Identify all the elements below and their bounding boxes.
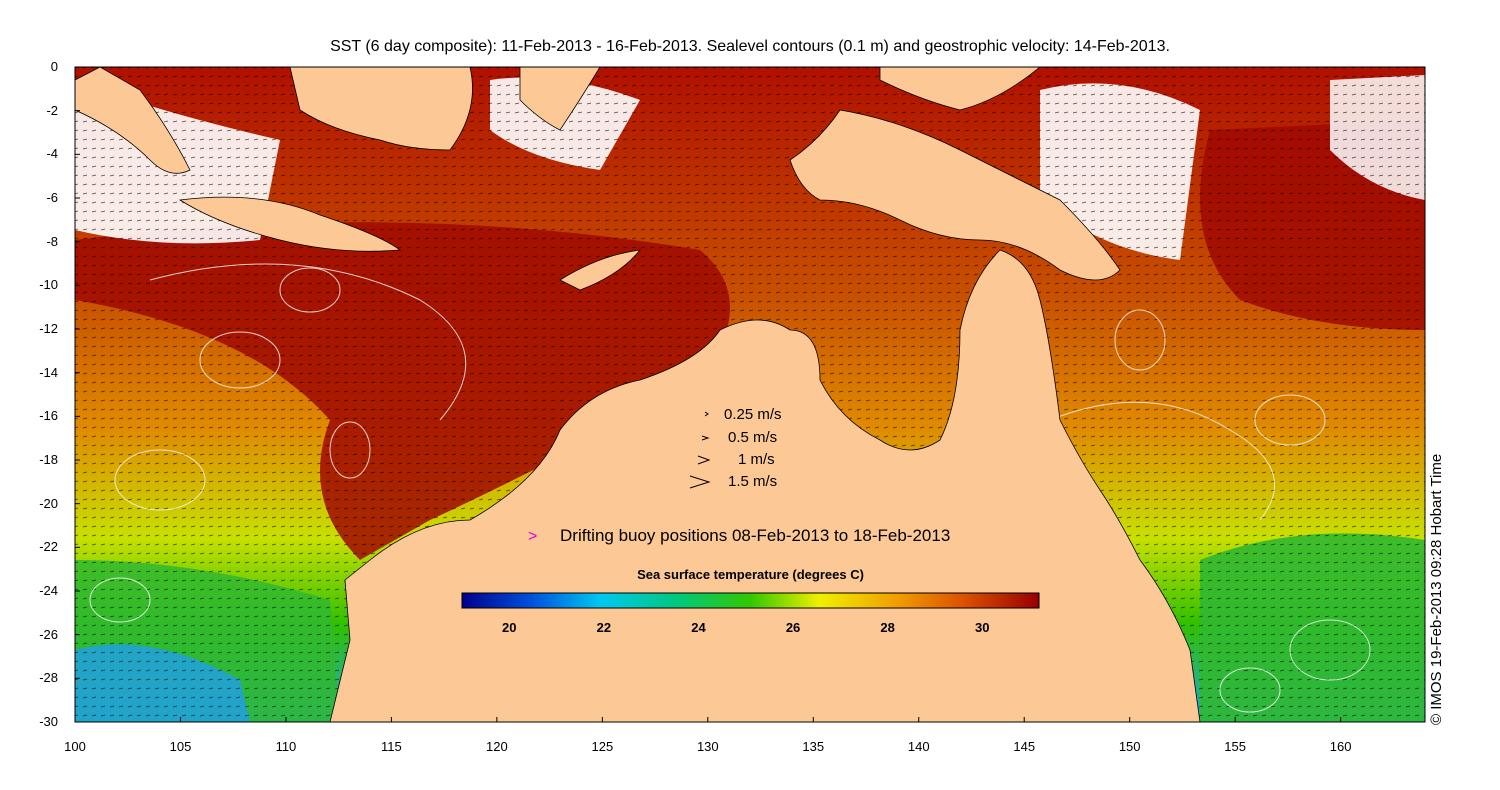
colorbar-tick-label: 30 — [975, 620, 990, 635]
velocity-legend-label: 1 m/s — [738, 451, 775, 468]
northern-island-land — [879, 67, 1041, 111]
buoy-marker-icon: > — [528, 528, 538, 545]
java-land — [178, 196, 402, 252]
latitude-tick-label: -2 — [46, 102, 58, 118]
sst-colorbar — [461, 592, 1040, 609]
velocity-legend-label: 0.25 m/s — [724, 406, 782, 423]
timor-land — [559, 249, 641, 291]
latitude-tick-label: -28 — [39, 670, 58, 686]
longitude-tick-label: 100 — [64, 739, 86, 754]
latitude-tick-label: -26 — [39, 626, 58, 642]
longitude-tick-label: 130 — [696, 739, 719, 754]
axis-tick-marks — [74, 66, 1342, 723]
colorbar-tick-label: 24 — [691, 620, 706, 635]
longitude-tick-label: 135 — [802, 739, 825, 754]
sulawesi-land — [519, 67, 601, 131]
sumatra-land — [75, 67, 191, 174]
new-guinea-land — [789, 109, 1121, 281]
map-frame — [74, 66, 1426, 723]
map-area — [75, 67, 1425, 722]
latitude-tick-label: -6 — [46, 190, 58, 205]
sealevel-contours — [89, 263, 1371, 713]
map-title: SST (6 day composite): 11-Feb-2013 - 16-… — [330, 38, 1170, 55]
latitude-tick-label: -14 — [39, 364, 58, 380]
velocity-legend-label: 0.5 m/s — [728, 429, 778, 446]
latitude-tick-label: -4 — [46, 146, 58, 162]
longitude-tick-label: 160 — [1329, 739, 1352, 754]
latitude-tick-label: -22 — [39, 539, 58, 555]
colorbar-title: Sea surface temperature (degrees C) — [637, 567, 864, 582]
latitude-tick-label: -20 — [39, 495, 58, 511]
colorbar-tick-label: 26 — [785, 620, 801, 635]
latitude-tick-label: -8 — [46, 233, 58, 249]
longitude-tick-label: 155 — [1224, 739, 1246, 754]
longitude-tick-label: 110 — [275, 739, 297, 754]
borneo-land — [289, 67, 473, 151]
longitude-tick-label: 140 — [907, 739, 930, 754]
colorbar-tick-label: 28 — [880, 620, 895, 635]
longitude-tick-label: 145 — [1013, 739, 1036, 754]
latitude-tick-label: -30 — [39, 714, 58, 729]
latitude-tick-label: 0 — [50, 59, 58, 74]
velocity-legend-arrows — [689, 411, 711, 489]
latitude-tick-label: -10 — [39, 277, 58, 293]
latitude-tick-label: -24 — [39, 583, 58, 598]
longitude-tick-label: 150 — [1118, 739, 1141, 754]
longitude-tick-label: 120 — [486, 739, 508, 754]
velocity-legend-label: 1.5 m/s — [728, 473, 778, 490]
imos-credit: © IMOS 19-Feb-2013 09:28 Hobart Time — [1428, 453, 1445, 725]
colorbar-tick-label: 22 — [596, 620, 612, 635]
latitude-tick-label: -18 — [39, 452, 58, 467]
latitude-tick-label: -12 — [39, 321, 58, 336]
longitude-tick-label: 115 — [381, 739, 402, 754]
colorbar-tick-label: 20 — [502, 620, 517, 635]
latitude-tick-label: -16 — [39, 408, 58, 424]
longitude-tick-label: 105 — [169, 739, 192, 754]
longitude-tick-label: 125 — [591, 739, 614, 754]
buoy-legend-label: Drifting buoy positions 08-Feb-2013 to 1… — [560, 526, 951, 545]
